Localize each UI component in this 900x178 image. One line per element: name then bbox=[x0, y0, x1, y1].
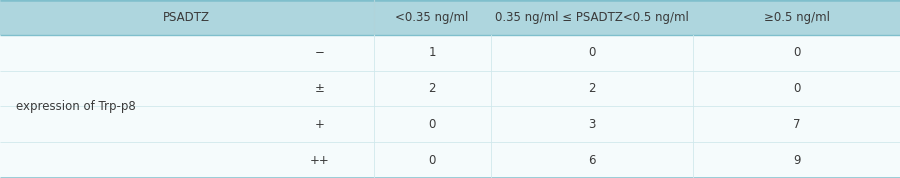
Text: 1: 1 bbox=[428, 46, 436, 59]
Text: expression of Trp-p8: expression of Trp-p8 bbox=[16, 100, 136, 113]
Text: −: − bbox=[315, 46, 324, 59]
Text: 2: 2 bbox=[588, 82, 596, 95]
Text: 3: 3 bbox=[588, 118, 596, 131]
Text: 0: 0 bbox=[428, 118, 436, 131]
Text: 0: 0 bbox=[428, 154, 436, 167]
Text: ±: ± bbox=[315, 82, 324, 95]
Text: 0.35 ng/ml ≤ PSADTZ<0.5 ng/ml: 0.35 ng/ml ≤ PSADTZ<0.5 ng/ml bbox=[495, 11, 688, 24]
Text: ++: ++ bbox=[310, 154, 329, 167]
Text: 6: 6 bbox=[588, 154, 596, 167]
Text: 7: 7 bbox=[793, 118, 800, 131]
Text: ≥0.5 ng/ml: ≥0.5 ng/ml bbox=[763, 11, 830, 24]
Text: 2: 2 bbox=[428, 82, 436, 95]
Bar bbox=[0, 0, 900, 35]
Text: PSADTZ: PSADTZ bbox=[163, 11, 211, 24]
Text: 9: 9 bbox=[793, 154, 800, 167]
Text: +: + bbox=[315, 118, 324, 131]
Text: 0: 0 bbox=[793, 82, 800, 95]
Text: 0: 0 bbox=[588, 46, 596, 59]
Text: <0.35 ng/ml: <0.35 ng/ml bbox=[395, 11, 469, 24]
Text: 0: 0 bbox=[793, 46, 800, 59]
